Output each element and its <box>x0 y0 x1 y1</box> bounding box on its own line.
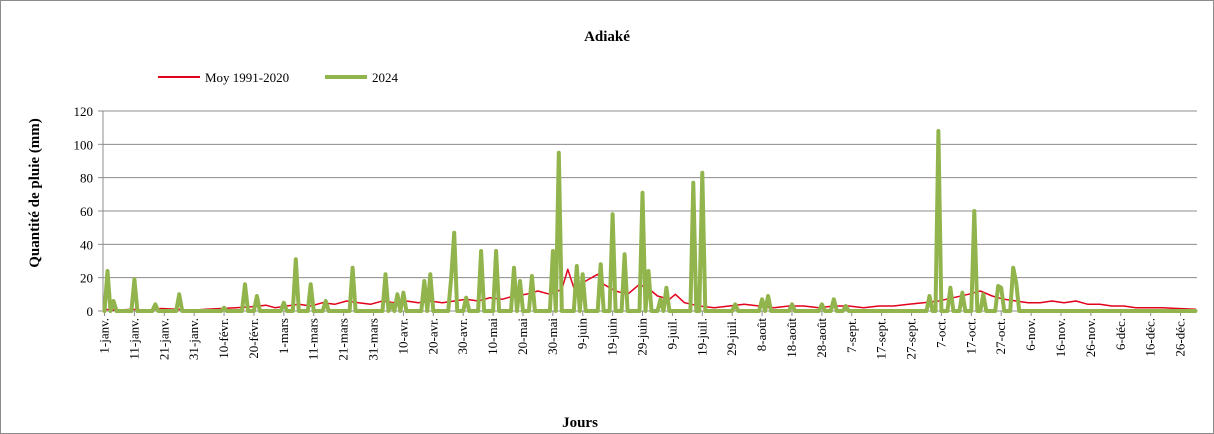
x-tick-label: 16-déc. <box>1143 318 1158 357</box>
y-tick-label-120: 120 <box>74 104 94 119</box>
y-tick-label-40: 40 <box>80 237 93 252</box>
x-tick-label: 19-juin <box>605 318 620 356</box>
y-tick-label-0: 0 <box>87 304 94 319</box>
x-tick-label: 21-mars <box>336 318 351 361</box>
x-tick-label: 7-sept. <box>844 318 859 353</box>
x-tick-label: 18-août <box>784 318 799 358</box>
x-tick-label: 27-sept. <box>904 318 919 360</box>
x-tick-label: 28-août <box>814 318 829 358</box>
x-tick-label: 30-avr. <box>455 318 470 354</box>
x-tick-label: 11-janv. <box>126 318 141 360</box>
y-tick-label-100: 100 <box>74 137 94 152</box>
x-tick-label: 26-nov. <box>1083 318 1098 357</box>
y-axis-ticks: 0 20 40 60 80 100 120 <box>74 104 103 319</box>
x-tick-label: 8-août <box>754 318 769 352</box>
y-tick-label-20: 20 <box>80 271 93 286</box>
x-tick-label: 17-oct. <box>963 318 978 354</box>
x-tick-label: 7-oct. <box>933 318 948 348</box>
legend-label-2024: 2024 <box>372 70 399 85</box>
x-tick-label: 19-juil. <box>694 318 709 356</box>
y-axis-title: Quantité de pluie (mm) <box>27 118 43 268</box>
x-tick-label: 16-nov. <box>1053 318 1068 357</box>
x-tick-label: 31-mars <box>366 318 381 361</box>
line-2024 <box>102 129 1198 313</box>
x-tick-label: 29-juin <box>635 318 650 356</box>
series-lines <box>102 129 1198 313</box>
x-tick-label: 6-nov. <box>1023 318 1038 351</box>
x-tick-label: 26-déc. <box>1173 318 1188 357</box>
x-tick-label: 10-avr. <box>395 318 410 354</box>
y-tick-label-60: 60 <box>80 204 93 219</box>
x-tick-label: 9-juil. <box>664 318 679 349</box>
y-tick-label-80: 80 <box>80 171 93 186</box>
x-tick-label: 20-févr. <box>246 318 261 359</box>
x-axis-ticks: 1-janv. 11-janv. 21-janv. 31-janv. 10-févr. 2… <box>96 311 1188 361</box>
x-tick-label: 10-févr. <box>216 318 231 359</box>
x-tick-label: 21-janv. <box>156 318 171 360</box>
x-tick-label: 30-mai <box>545 318 560 355</box>
x-tick-label: 17-sept. <box>874 318 889 360</box>
x-tick-label: 10-mai <box>485 318 500 355</box>
x-tick-label: 1-mars <box>276 318 291 354</box>
x-tick-label: 20-mai <box>515 318 530 355</box>
x-tick-label: 1-janv. <box>96 318 111 354</box>
chart-title: Adiaké <box>584 29 630 45</box>
x-tick-label: 11-mars <box>306 318 321 360</box>
x-tick-label: 6-déc. <box>1113 318 1128 350</box>
x-tick-label: 20-avr. <box>425 318 440 354</box>
legend-label-moy: Moy 1991-2020 <box>205 70 289 85</box>
x-axis-title: Jours <box>562 415 598 431</box>
x-tick-label: 31-janv. <box>186 318 201 360</box>
x-tick-label: 27-oct. <box>993 318 1008 354</box>
legend: Moy 1991-2020 2024 <box>158 70 399 85</box>
x-tick-label: 9-juin <box>575 318 590 350</box>
x-tick-label: 29-juil. <box>724 318 739 356</box>
